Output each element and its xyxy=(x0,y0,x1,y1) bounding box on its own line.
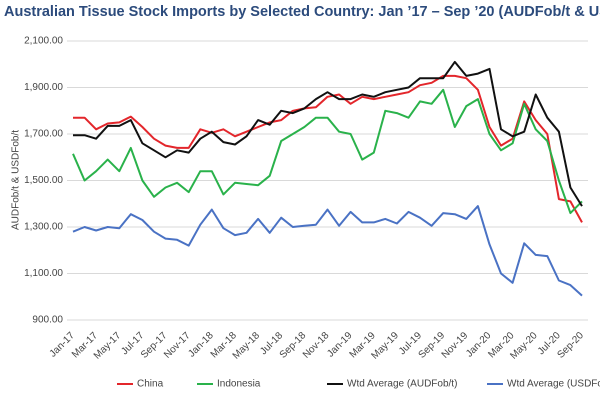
series-line xyxy=(72,205,583,297)
legend-label: China xyxy=(137,379,164,390)
y-axis-label: AUDFob/t & USDFob/t xyxy=(11,130,22,230)
series-line xyxy=(73,74,583,223)
y-tick-label: 1,100.00 xyxy=(24,268,63,279)
legend-label: Wtd Average (AUDFob/t) xyxy=(347,379,457,390)
y-tick-label: 1,900.00 xyxy=(24,82,63,93)
x-tick-label: Nov-19 xyxy=(440,330,471,361)
legend-label: Indonesia xyxy=(217,379,261,390)
x-tick-label: Nov-18 xyxy=(301,330,332,361)
y-tick-label: 2,100.00 xyxy=(24,36,63,47)
series-line xyxy=(72,88,583,215)
chart-title: Australian Tissue Stock Imports by Selec… xyxy=(4,4,600,20)
legend-label: Wtd Average (USDFob/t) xyxy=(507,379,600,390)
y-tick-label: 1,300.00 xyxy=(24,222,63,233)
x-tick-label: Sep-20 xyxy=(555,330,586,361)
y-tick-label: 1,700.00 xyxy=(24,129,63,140)
x-tick-label: Nov-17 xyxy=(162,330,193,361)
y-tick-label: 900.00 xyxy=(32,315,63,326)
series-line xyxy=(73,60,583,207)
y-tick-label: 1,500.00 xyxy=(24,175,63,186)
